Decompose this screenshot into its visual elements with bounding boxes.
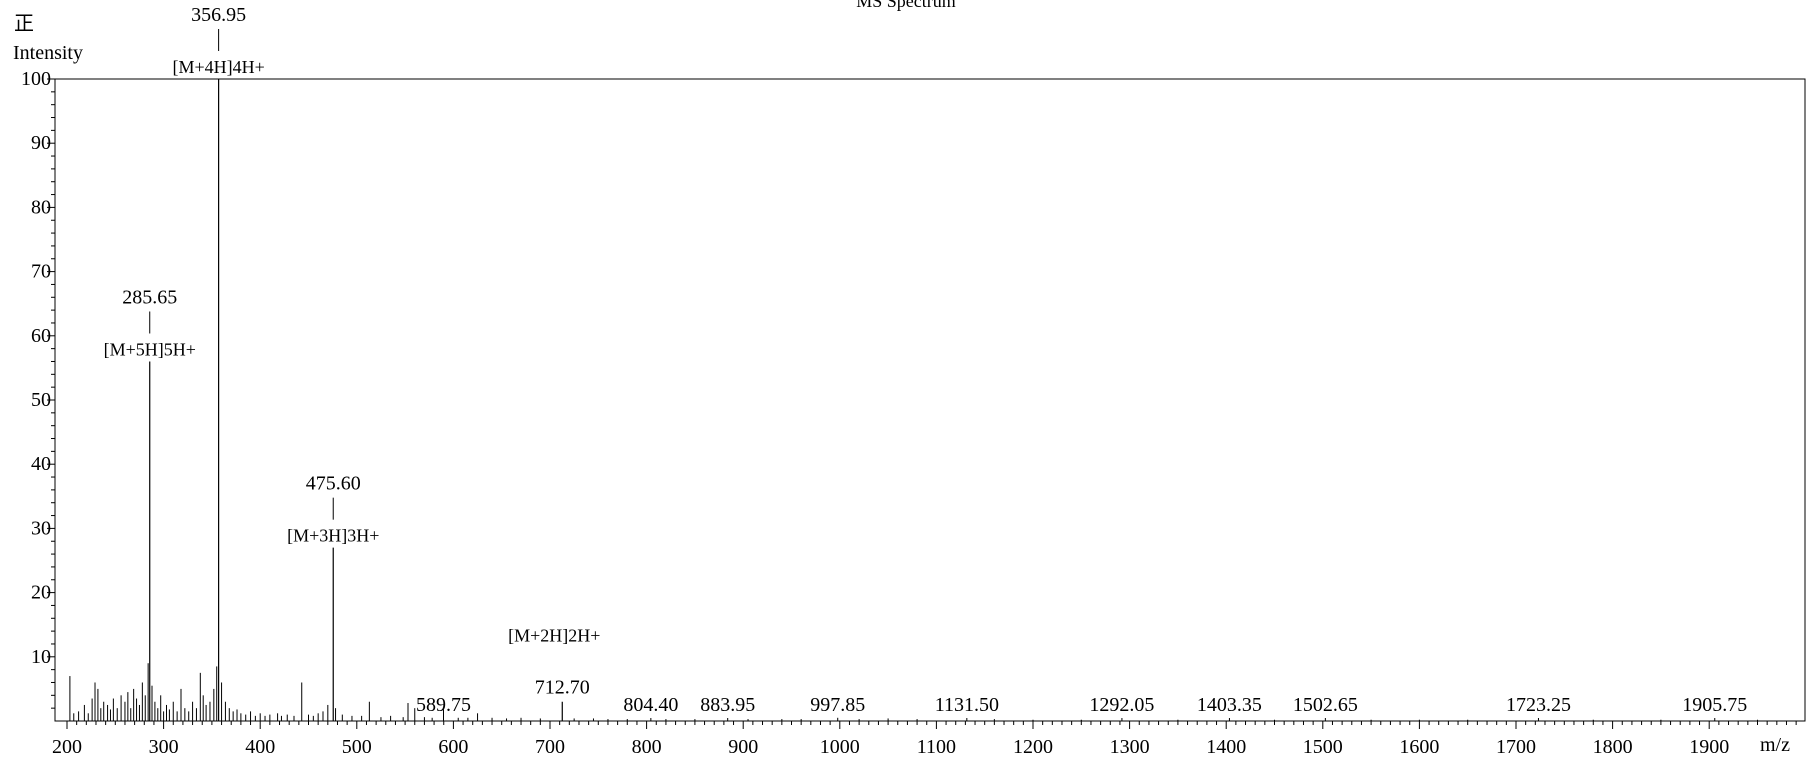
x-tick-label: 600 (438, 736, 468, 758)
peak-ion-label: [M+3H]3H+ (287, 526, 379, 546)
y-tick-label: 20 (31, 582, 51, 604)
y-tick-label: 100 (21, 68, 51, 90)
plot-frame (54, 78, 1806, 722)
x-tick-label: 1300 (1110, 736, 1150, 758)
x-tick-label: 700 (535, 736, 565, 758)
chart-title: MS Spectrum (856, 0, 956, 11)
x-tick-label: 500 (342, 736, 372, 758)
x-tick-label: 400 (245, 736, 275, 758)
peak-mz-label: 356.95 (191, 4, 246, 26)
peak-mz-label: 285.65 (122, 286, 177, 308)
peak-mz-label: 804.40 (623, 694, 678, 716)
peak-mz-label: 589.75 (416, 694, 471, 716)
y-tick-label: 70 (31, 261, 51, 283)
y-tick-label: 90 (31, 132, 51, 154)
y-tick-label: 40 (31, 453, 51, 475)
y-axis-label: Intensity (13, 42, 83, 64)
x-tick-label: 1600 (1399, 736, 1439, 758)
peak-mz-label: 1292.05 (1089, 694, 1154, 716)
x-tick-label: 1900 (1689, 736, 1729, 758)
y-tick-label: 30 (31, 517, 51, 539)
major-peaks: 285.65 [M+5H]5H+ 356.95 [M+4H]4H+ 475.60 [M+3… (104, 4, 600, 721)
y-tick-label: 60 (31, 325, 51, 347)
y-axis: 100 10 20 30 40 50 60 70 80 90 (21, 68, 55, 709)
x-tick-label: 900 (728, 736, 758, 758)
peak-mz-label: 712.70 (535, 677, 590, 699)
y-tick-label: 50 (31, 389, 51, 411)
peak-mz-label: 883.95 (700, 694, 755, 716)
x-axis: 200 300 400 500 600 700 800 900 1000 1100 1200 1300… (52, 721, 1797, 758)
peak-ion-label: [M+5H]5H+ (104, 339, 196, 359)
x-axis-label: m/z (1760, 734, 1790, 756)
labeled-peaks: 589.75 804.40 883.95 997.85 1131.50 1292.05 14… (416, 694, 1747, 721)
peak-mz-label: 997.85 (810, 694, 865, 716)
peak-mz-label: 1502.65 (1293, 694, 1358, 716)
peak-mz-label: 1403.35 (1197, 694, 1262, 716)
peak-mz-label: 1723.25 (1506, 694, 1571, 716)
x-tick-label: 1400 (1206, 736, 1246, 758)
y-tick-label: 10 (31, 646, 51, 668)
x-tick-label: 800 (632, 736, 662, 758)
peak-ion-label: [M+4H]4H+ (172, 57, 264, 77)
y-tick-label: 80 (31, 196, 51, 218)
x-tick-label: 1800 (1593, 736, 1633, 758)
peak-mz-label: 1905.75 (1682, 694, 1747, 716)
x-tick-label: 1100 (917, 736, 956, 758)
x-tick-label: 200 (52, 736, 82, 758)
x-tick-label: 300 (149, 736, 179, 758)
peak-mz-label: 475.60 (306, 473, 361, 495)
x-tick-label: 1200 (1013, 736, 1053, 758)
polarity-label: 正 (14, 13, 34, 35)
minor-peaks (69, 663, 1758, 721)
peak-mz-label: 1131.50 (935, 694, 999, 716)
x-tick-label: 1700 (1496, 736, 1536, 758)
x-tick-label: 1000 (820, 736, 860, 758)
x-tick-label: 1500 (1303, 736, 1343, 758)
peak-ion-label: [M+2H]2H+ (508, 626, 600, 646)
